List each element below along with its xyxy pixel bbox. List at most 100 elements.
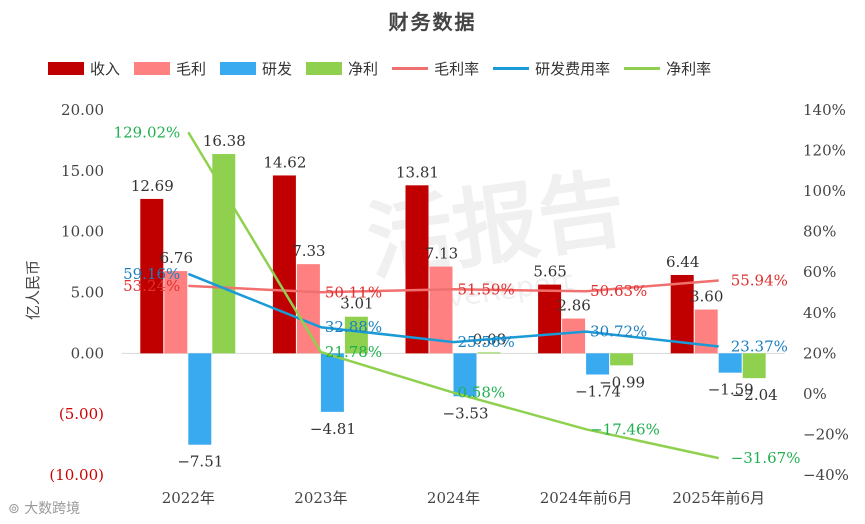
legend-item: 净利 bbox=[306, 58, 378, 79]
y2-tick-label: 120% bbox=[803, 142, 846, 160]
line-data-label: 51.59% bbox=[458, 280, 515, 298]
line-data-label: 30.72% bbox=[590, 323, 647, 341]
bar-data-label: 5.65 bbox=[533, 263, 566, 281]
x-tick-label: 2022年 bbox=[162, 489, 215, 507]
legend-swatch bbox=[220, 62, 257, 75]
y-axis-label: 亿人民币 bbox=[24, 260, 42, 320]
footer-brand-logo: ⊚ 大数跨境 bbox=[8, 498, 80, 518]
line-data-label: 32.88% bbox=[325, 318, 382, 336]
footer-brand-text: 大数跨境 bbox=[24, 501, 81, 517]
bar-data-label: −1.74 bbox=[575, 383, 621, 401]
bar-毛利 bbox=[164, 271, 188, 354]
bar-data-label: 2.86 bbox=[557, 297, 590, 315]
bar-data-label: −4.81 bbox=[310, 420, 356, 438]
bar-净利 bbox=[610, 353, 634, 366]
y-tick-label: 20.00 bbox=[61, 101, 104, 119]
bar-净利 bbox=[344, 316, 368, 354]
bar-研发 bbox=[188, 353, 212, 445]
bar-data-label: 3.01 bbox=[340, 295, 373, 313]
bar-研发 bbox=[453, 353, 477, 397]
y2-tick-label: 140% bbox=[803, 101, 846, 119]
x-tick-label: 2023年 bbox=[294, 489, 347, 507]
y-tick-label: 5.00 bbox=[71, 284, 104, 302]
y-tick-label: 0.00 bbox=[71, 344, 104, 362]
bar-data-label: 6.76 bbox=[160, 249, 193, 267]
legend-label: 研发费用率 bbox=[535, 60, 611, 78]
line-data-label: 55.94% bbox=[731, 271, 788, 289]
line-data-label: −17.46% bbox=[590, 420, 660, 438]
legend-item: 收入 bbox=[48, 58, 120, 79]
line-data-label: 23.37% bbox=[731, 337, 788, 355]
bar-毛利 bbox=[694, 309, 718, 354]
bar-data-label: −7.51 bbox=[177, 453, 223, 471]
bar-收入 bbox=[140, 198, 164, 354]
bar-净利 bbox=[477, 352, 501, 354]
y-tick-label: 15.00 bbox=[61, 162, 104, 180]
y2-tick-label: −20% bbox=[803, 425, 849, 443]
brand-logo-icon: ⊚ bbox=[8, 501, 25, 517]
bar-data-label: −3.53 bbox=[443, 404, 489, 422]
bar-收入 bbox=[538, 284, 562, 354]
line-data-label: 21.78% bbox=[325, 343, 382, 361]
x-tick-label: 2024年前6月 bbox=[540, 489, 633, 507]
legend-item: 研发费用率 bbox=[493, 58, 610, 79]
bar-data-label: 12.69 bbox=[131, 177, 174, 195]
line-data-label: 129.02% bbox=[114, 123, 181, 141]
bar-净利 bbox=[742, 353, 766, 379]
bar-data-label: 13.81 bbox=[396, 163, 439, 181]
y-tick-label: (10.00) bbox=[49, 466, 104, 484]
legend-item: 毛利 bbox=[134, 58, 206, 79]
y2-tick-label: 60% bbox=[803, 263, 836, 281]
bar-收入 bbox=[272, 175, 296, 354]
chart-title: 财务数据 bbox=[388, 10, 477, 34]
bar-data-label: −0.99 bbox=[599, 373, 645, 391]
bar-data-label: 14.62 bbox=[263, 153, 306, 171]
bar-研发 bbox=[718, 353, 742, 373]
legend-swatch bbox=[134, 62, 171, 75]
legend-label: 收入 bbox=[90, 60, 121, 78]
legend-line-swatch bbox=[624, 67, 661, 70]
legend-swatch bbox=[306, 62, 343, 75]
bar-收入 bbox=[405, 185, 429, 354]
bar-data-label: 3.60 bbox=[690, 288, 723, 306]
legend-label: 研发 bbox=[262, 60, 293, 78]
y-tick-label: 10.00 bbox=[61, 223, 104, 241]
line-data-label: 50.11% bbox=[325, 283, 382, 301]
legend-label: 毛利 bbox=[176, 60, 207, 78]
legend-item: 毛利率 bbox=[392, 58, 479, 79]
legend-line-swatch bbox=[392, 67, 429, 70]
bar-净利 bbox=[212, 154, 236, 354]
bar-data-label: 7.13 bbox=[425, 245, 458, 263]
legend-label: 净利率 bbox=[666, 60, 712, 78]
y2-tick-label: 20% bbox=[803, 344, 836, 362]
legend: 收入 毛利 研发 净利 毛利率 研发费用率 净利率 bbox=[48, 58, 725, 79]
y-tick-label: (5.00) bbox=[59, 405, 104, 423]
bar-data-label: 7.33 bbox=[292, 242, 325, 260]
legend-item: 研发 bbox=[220, 58, 292, 79]
bar-data-label: 16.38 bbox=[203, 132, 246, 150]
legend-swatch bbox=[48, 62, 84, 75]
line-data-label: −31.67% bbox=[731, 449, 801, 467]
y2-tick-label: 0% bbox=[803, 385, 827, 403]
line-data-label: 50.63% bbox=[590, 282, 647, 300]
legend-line-swatch bbox=[493, 67, 530, 70]
bar-毛利 bbox=[562, 318, 586, 354]
y2-tick-label: 100% bbox=[803, 182, 846, 200]
y2-tick-label: 80% bbox=[803, 223, 836, 241]
bar-data-label: 6.44 bbox=[666, 253, 699, 271]
bar-毛利 bbox=[296, 264, 320, 354]
line-data-label: 0.58% bbox=[458, 384, 506, 402]
y2-tick-label: 40% bbox=[803, 304, 836, 322]
legend-label: 净利 bbox=[348, 60, 379, 78]
x-tick-label: 2024年 bbox=[427, 489, 480, 507]
line-data-label: 53.24% bbox=[123, 277, 180, 295]
bar-研发 bbox=[586, 353, 610, 375]
legend-label: 毛利率 bbox=[434, 60, 480, 78]
bar-data-label: −1.59 bbox=[708, 381, 754, 399]
legend-item: 净利率 bbox=[624, 58, 711, 79]
bar-收入 bbox=[670, 274, 694, 354]
y2-tick-label: −40% bbox=[803, 466, 849, 484]
line-data-label: 25.56% bbox=[458, 333, 515, 351]
bar-研发 bbox=[320, 353, 344, 412]
